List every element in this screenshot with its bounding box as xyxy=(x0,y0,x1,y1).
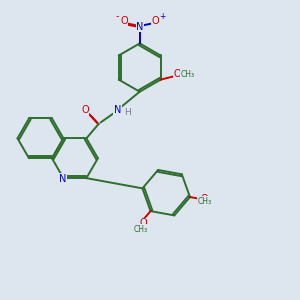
Text: H: H xyxy=(124,108,131,117)
Text: O: O xyxy=(201,194,208,204)
Text: +: + xyxy=(159,12,165,21)
Text: N: N xyxy=(114,105,121,115)
Text: O: O xyxy=(152,16,159,26)
Text: CH₃: CH₃ xyxy=(197,197,212,206)
Text: N: N xyxy=(136,22,143,32)
Text: CH₃: CH₃ xyxy=(134,225,148,234)
Text: O: O xyxy=(120,16,128,26)
Text: O: O xyxy=(174,69,181,79)
Text: N: N xyxy=(59,174,67,184)
Text: CH₃: CH₃ xyxy=(181,70,195,79)
Text: -: - xyxy=(116,11,119,21)
Text: O: O xyxy=(81,105,89,115)
Text: O: O xyxy=(139,218,147,229)
